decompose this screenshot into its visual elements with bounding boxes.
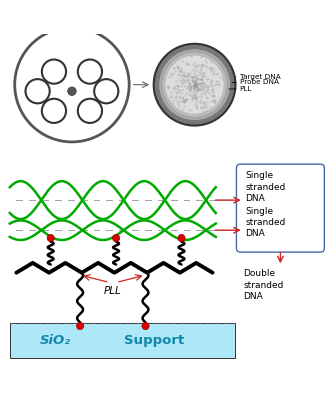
Circle shape [159, 49, 231, 120]
Text: Single
stranded
DNA: Single stranded DNA [245, 171, 285, 203]
Circle shape [78, 99, 102, 123]
Text: Probe DNA: Probe DNA [240, 79, 279, 85]
Circle shape [112, 235, 120, 242]
Circle shape [15, 28, 129, 142]
Circle shape [42, 99, 66, 123]
Text: Double
stranded
DNA: Double stranded DNA [244, 269, 284, 301]
FancyBboxPatch shape [236, 164, 324, 252]
Circle shape [142, 322, 149, 329]
Circle shape [42, 60, 66, 84]
Circle shape [77, 322, 84, 329]
Circle shape [78, 60, 102, 84]
Circle shape [94, 79, 118, 103]
Text: Target DNA: Target DNA [240, 73, 281, 79]
Text: SiO₂: SiO₂ [40, 334, 71, 347]
Text: Support: Support [124, 334, 184, 347]
Text: Single
stranded
DNA: Single stranded DNA [245, 207, 285, 239]
Circle shape [26, 79, 50, 103]
Text: PLL: PLL [104, 286, 122, 296]
Circle shape [47, 235, 54, 242]
Circle shape [68, 87, 76, 96]
Circle shape [162, 52, 227, 117]
Circle shape [154, 44, 235, 126]
Bar [10, 324, 235, 358]
Text: PLL: PLL [240, 86, 252, 92]
Circle shape [178, 235, 185, 242]
Circle shape [165, 55, 224, 114]
